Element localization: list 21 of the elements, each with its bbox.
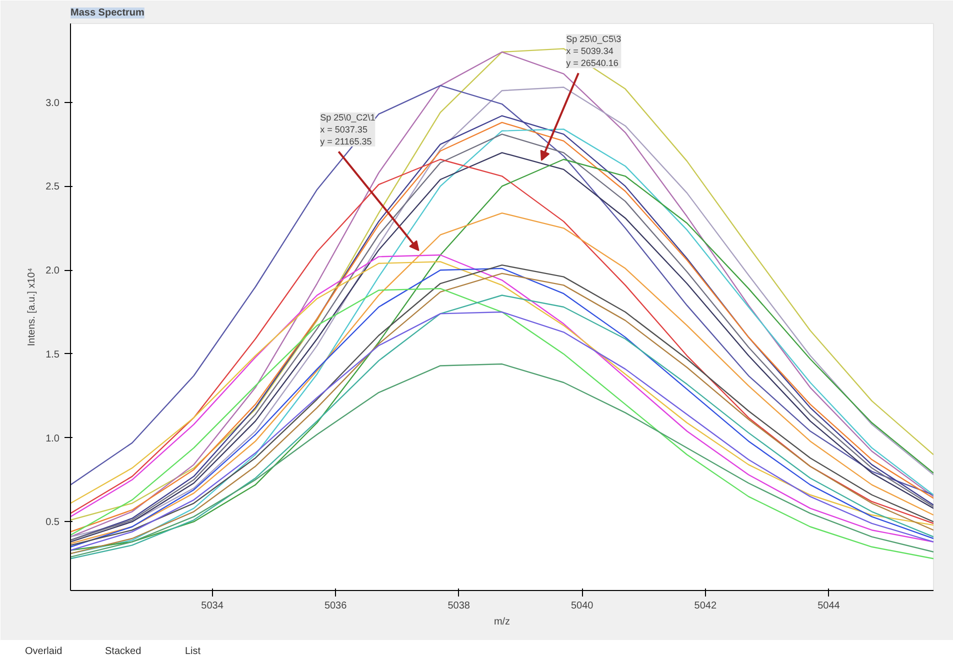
x-tick-label: 5042 bbox=[694, 600, 717, 612]
y-tick-label: 2.0 bbox=[46, 266, 60, 277]
chart-title: Mass Spectrum bbox=[70, 8, 145, 18]
text: Stacked bbox=[105, 645, 142, 659]
line-series bbox=[70, 363, 934, 558]
x-tick-label: 5044 bbox=[818, 600, 840, 612]
annotation: Sp 25\0_C2\1 x = 5037.35 y = 21165.35 bbox=[320, 112, 376, 147]
y-tick-label: 3.0 bbox=[46, 98, 60, 109]
x-tick-label: 5040 bbox=[571, 600, 594, 612]
x-axis-title: m/z bbox=[494, 616, 510, 628]
x-tick-label: 5034 bbox=[201, 600, 224, 612]
x-tick-label: 5038 bbox=[448, 600, 470, 612]
y-axis-title: Intens. [a.u.] x10⁴ bbox=[26, 268, 38, 346]
y-tick-label: 0.5 bbox=[46, 517, 60, 528]
y-tick-label: 1.5 bbox=[46, 349, 60, 360]
text: Overlaid bbox=[25, 645, 62, 659]
y-tick-label: 1.0 bbox=[46, 433, 60, 444]
y-tick-label: 2.5 bbox=[46, 182, 60, 193]
text: List bbox=[185, 645, 201, 659]
annotation: Sp 25\0_C5\3 x = 5039.34 y = 26540.16 bbox=[566, 34, 622, 68]
x-tick-label: 5036 bbox=[324, 600, 348, 612]
